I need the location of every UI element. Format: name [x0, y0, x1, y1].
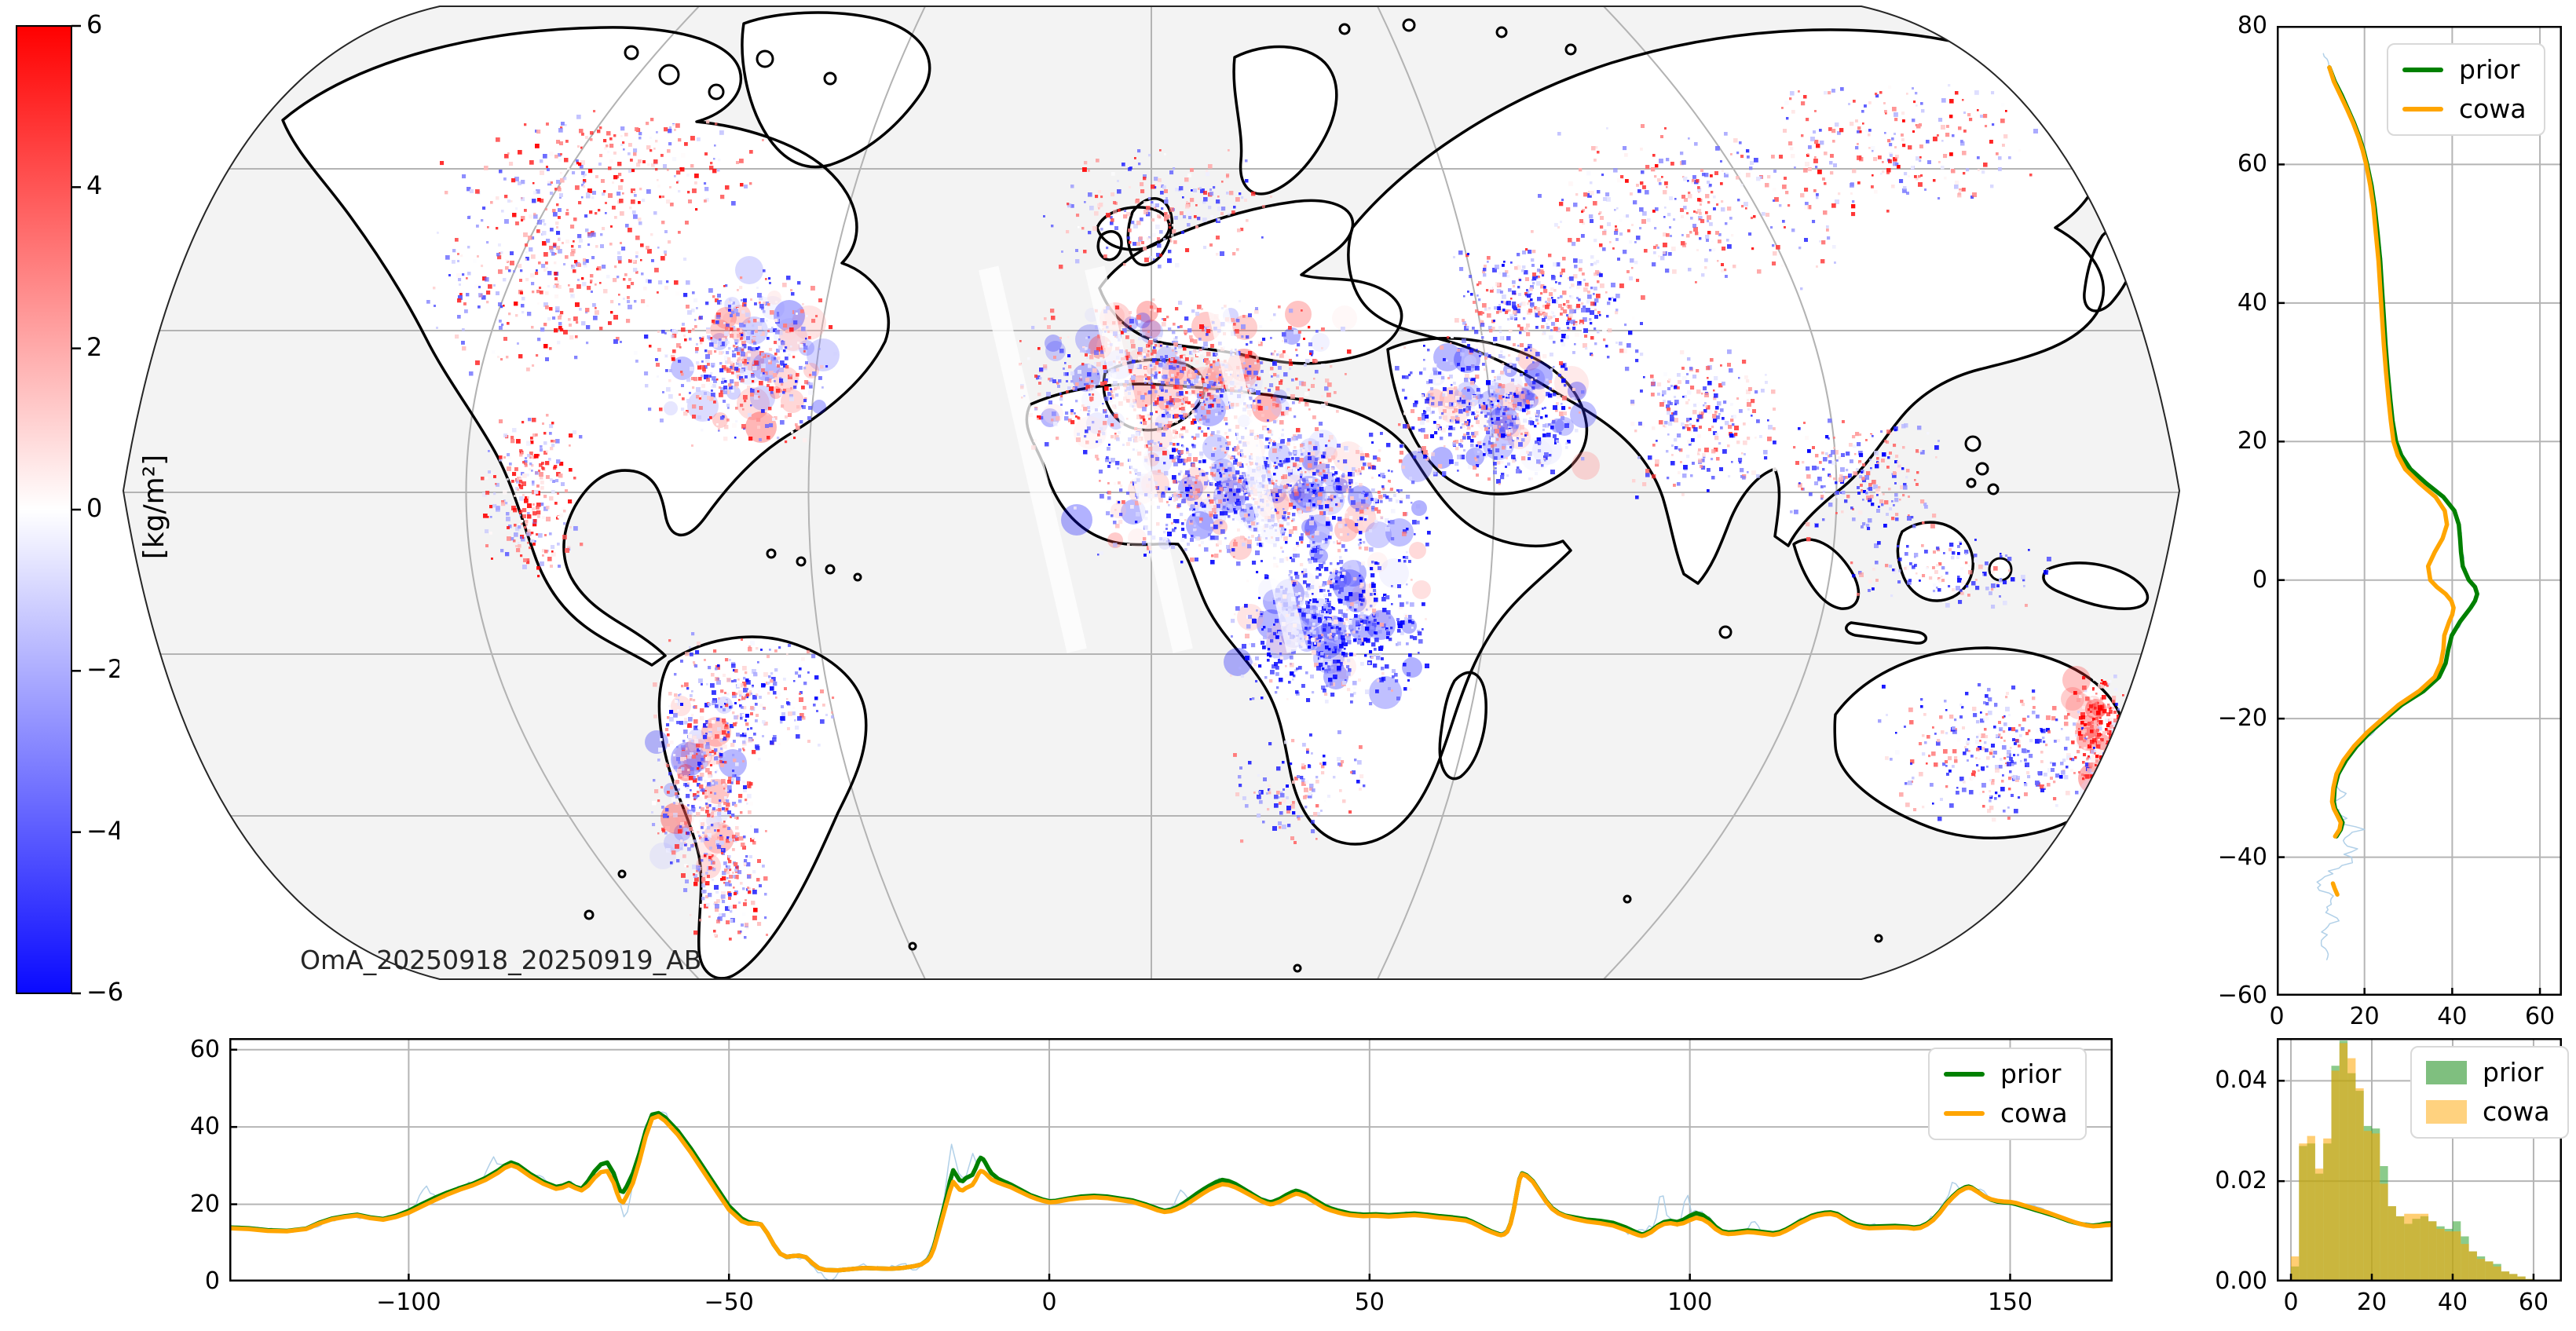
- xtick-label: 20: [2349, 1003, 2380, 1030]
- swath-gaps: [979, 265, 1307, 653]
- ytick-label: −40: [2217, 843, 2267, 871]
- cowa-line-swatch: [1944, 1111, 1985, 1116]
- ytick-label: 40: [189, 1113, 220, 1141]
- xtick-label: 60: [2524, 1003, 2556, 1030]
- colorbar: [16, 24, 81, 995]
- legend-label-cowa: cowa: [2483, 1096, 2550, 1127]
- ytick-label: 20: [189, 1190, 220, 1218]
- legend-label-prior: prior: [2000, 1059, 2062, 1089]
- zonal-profile-panel: [2277, 26, 2562, 996]
- ytick-label: 0.02: [2215, 1167, 2267, 1195]
- xtick-label: 60: [2518, 1289, 2549, 1316]
- legend-label-prior: prior: [2483, 1057, 2544, 1088]
- ytick-label: 0: [2252, 565, 2267, 594]
- ytick-label: −20: [2217, 704, 2267, 733]
- prior-line-swatch: [2402, 68, 2443, 72]
- colorbar-unit-label: [kg/m²]: [138, 454, 171, 560]
- legend-entry-prior: prior: [1944, 1060, 2068, 1088]
- ytick-label: 0.00: [2215, 1267, 2267, 1295]
- map-content: [123, 6, 2179, 979]
- cowa-line-swatch: [2402, 107, 2443, 112]
- xtick-label: 0: [2283, 1289, 2299, 1316]
- ytick-label: 20: [2237, 427, 2267, 455]
- map-panel: [119, 4, 2185, 985]
- ytick-label: 60: [189, 1035, 220, 1063]
- ytick-label: 60: [2237, 150, 2267, 178]
- colorbar-tick-label: −6: [86, 977, 124, 1007]
- xtick-label: 40: [2437, 1003, 2468, 1030]
- hist-bars-cowa: [2291, 1043, 2534, 1282]
- grid: [229, 1038, 2113, 1282]
- legend-label-prior: prior: [2459, 54, 2520, 85]
- cowa-patch-swatch: [2426, 1100, 2467, 1124]
- ytick-label: 80: [2237, 12, 2267, 39]
- colorbar-tick-label: 2: [86, 331, 103, 362]
- xtick-label: 150: [1987, 1289, 2033, 1316]
- prior-line-swatch: [1944, 1072, 1985, 1077]
- ytick-label: 0: [204, 1267, 220, 1295]
- legend-label-cowa: cowa: [2000, 1098, 2068, 1128]
- xtick-label: 50: [1354, 1289, 1385, 1316]
- legend-entry-cowa: cowa: [1944, 1099, 2068, 1128]
- ytick-label: 40: [2237, 288, 2267, 316]
- map-annotation: OmA_20250918_20250919_AB: [300, 945, 702, 975]
- legend-entry-prior: prior: [2402, 56, 2527, 84]
- xtick-label: −50: [704, 1289, 754, 1316]
- xtick-label: 0: [2269, 1003, 2285, 1030]
- legend-label-cowa: cowa: [2459, 93, 2527, 124]
- legend-entry-prior: prior: [2426, 1059, 2550, 1087]
- meridional-profile-panel: [229, 1038, 2113, 1282]
- ytick-label: 0.04: [2215, 1066, 2267, 1095]
- colorbar-tick-label: −4: [86, 815, 124, 846]
- colorbar-tick-label: 6: [86, 9, 103, 39]
- colorbar-tick-label: 0: [86, 493, 103, 523]
- legend-entry-cowa: cowa: [2426, 1098, 2550, 1126]
- xtick-label: 20: [2356, 1289, 2388, 1316]
- ytick-label: −60: [2217, 982, 2267, 1009]
- colorbar-tick-label: 4: [86, 170, 103, 201]
- xtick-label: 100: [1667, 1289, 1713, 1316]
- xtick-label: −100: [376, 1289, 441, 1316]
- xtick-label: 40: [2437, 1289, 2468, 1316]
- xtick-label: 0: [1041, 1289, 1057, 1316]
- legend-entry-cowa: cowa: [2402, 95, 2527, 123]
- legend-histogram: prior cowa: [2410, 1046, 2569, 1139]
- legend-meridional-profile: prior cowa: [1928, 1048, 2087, 1140]
- grid: [2277, 26, 2562, 996]
- prior-patch-swatch: [2426, 1061, 2467, 1084]
- legend-zonal-profile: prior cowa: [2387, 43, 2545, 136]
- colorbar-tick-label: −2: [86, 654, 124, 685]
